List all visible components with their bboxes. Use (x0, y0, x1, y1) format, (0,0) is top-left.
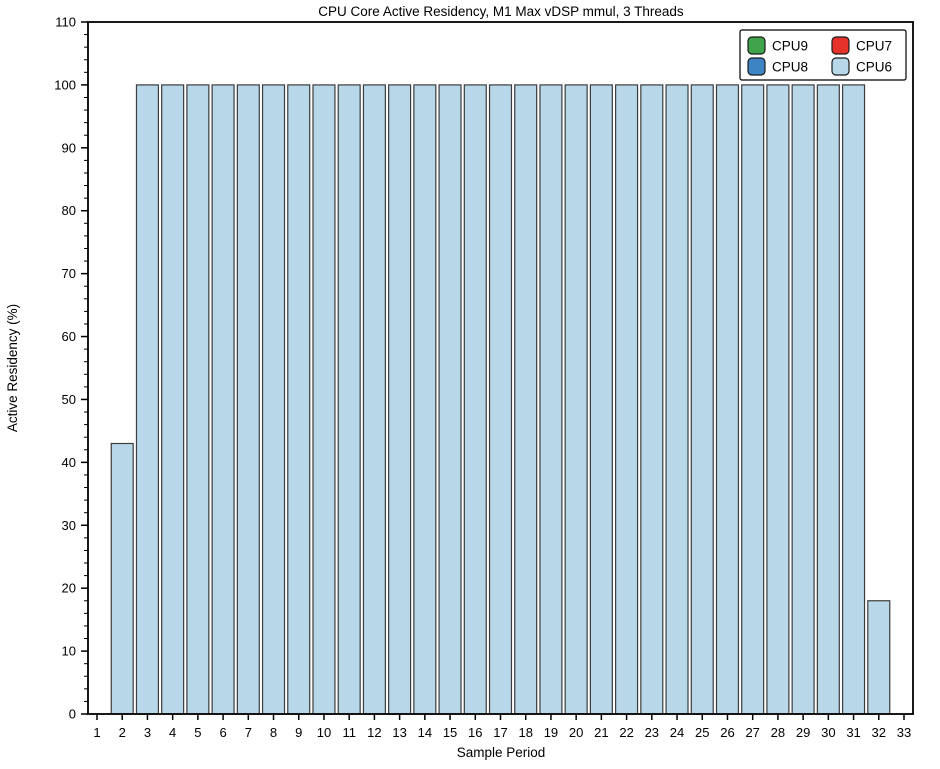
legend-box (739, 29, 907, 81)
bar-cpu6-sample-8 (261, 84, 286, 715)
x-tick-label: 26 (720, 725, 734, 740)
x-tick-label: 5 (194, 725, 201, 740)
x-tick-label: 20 (569, 725, 583, 740)
y-tick-label: 60 (62, 329, 76, 344)
legend-label-cpu8: CPU8 (772, 60, 808, 75)
y-tick-label: 100 (54, 77, 76, 92)
bar-cpu6-sample-30 (816, 84, 840, 715)
bar-cpu6-sample-3 (135, 84, 160, 715)
bar-cpu6-sample-6 (211, 84, 235, 715)
x-tick-label: 14 (418, 725, 432, 740)
y-tick-label: 40 (62, 455, 76, 470)
legend-label-cpu7: CPU7 (856, 39, 892, 54)
x-tick-label: 28 (771, 725, 785, 740)
legend-swatch-cpu7 (831, 36, 850, 55)
x-tick-label: 31 (846, 725, 860, 740)
bar-cpu6-sample-20 (564, 84, 588, 715)
x-tick-label: 22 (619, 725, 633, 740)
bar-cpu6-sample-5 (186, 84, 210, 715)
bar-cpu6-sample-12 (362, 84, 386, 715)
x-tick-label: 11 (342, 725, 356, 740)
y-axis-label: Active Residency (%) (5, 304, 20, 432)
bar-cpu6-sample-28 (766, 84, 790, 715)
bar-cpu6-sample-4 (161, 84, 185, 715)
bar-cpu6-sample-17 (488, 84, 513, 715)
bar-cpu6-sample-27 (741, 84, 765, 715)
bar-cpu6-sample-10 (312, 84, 336, 715)
x-axis-label: Sample Period (457, 745, 546, 760)
bar-cpu6-sample-2 (110, 442, 134, 715)
y-tick-label: 10 (62, 644, 76, 659)
bar-cpu6-sample-13 (388, 84, 412, 715)
legend-swatch-cpu9 (747, 36, 766, 55)
bars-layer (110, 84, 891, 715)
x-tick-label: 1 (93, 725, 100, 740)
x-tick-label: 30 (821, 725, 835, 740)
legend-label-cpu6: CPU6 (856, 60, 892, 75)
bar-cpu6-sample-29 (791, 84, 815, 715)
y-tick-label: 90 (62, 140, 76, 155)
x-tick-label: 33 (897, 725, 911, 740)
x-tick-label: 2 (119, 725, 126, 740)
bar-cpu6-sample-18 (514, 84, 538, 715)
x-tick-label: 17 (493, 725, 507, 740)
x-tick-label: 3 (144, 725, 151, 740)
y-tick-label: 20 (62, 581, 76, 596)
bar-cpu6-sample-19 (539, 84, 563, 715)
bar-cpu6-sample-26 (715, 84, 740, 715)
x-tick-label: 19 (544, 725, 558, 740)
y-tick-label: 80 (62, 203, 76, 218)
x-tick-label: 7 (245, 725, 252, 740)
bar-cpu6-sample-11 (337, 84, 361, 715)
x-tick-label: 18 (518, 725, 532, 740)
bar-cpu6-sample-7 (236, 84, 260, 715)
bar-cpu6-sample-32 (867, 600, 891, 715)
y-tick-label: 30 (62, 518, 76, 533)
bar-cpu6-sample-24 (665, 84, 689, 715)
legend-swatch-cpu8 (747, 57, 766, 76)
x-tick-label: 13 (392, 725, 406, 740)
bar-cpu6-sample-23 (640, 84, 664, 715)
x-tick-label: 15 (443, 725, 457, 740)
bar-cpu6-sample-31 (841, 84, 866, 715)
x-tick-label: 32 (872, 725, 886, 740)
bar-cpu6-sample-16 (463, 84, 487, 715)
legend-label-cpu9: CPU9 (772, 39, 808, 54)
x-tick-label: 21 (594, 725, 608, 740)
y-tick-label: 110 (55, 15, 76, 30)
bar-cpu6-sample-22 (615, 84, 639, 715)
legend-swatch-cpu6 (831, 57, 850, 76)
x-tick-label: 16 (468, 725, 482, 740)
y-tick-label: 70 (62, 266, 76, 281)
y-tick-label: 50 (62, 392, 76, 407)
legend: CPU9 CPU7 CPU8 CPU6 (739, 29, 907, 81)
x-tick-label: 4 (169, 725, 176, 740)
bar-cpu6-sample-15 (438, 84, 462, 715)
chart-title: CPU Core Active Residency, M1 Max vDSP m… (318, 4, 684, 19)
x-tick-label: 24 (670, 725, 684, 740)
y-tick-label: 0 (69, 707, 76, 722)
x-tick-label: 8 (270, 725, 277, 740)
bar-cpu6-sample-25 (690, 84, 714, 715)
x-tick-label: 25 (695, 725, 709, 740)
bar-cpu6-sample-14 (413, 84, 437, 715)
x-tick-label: 6 (219, 725, 226, 740)
x-tick-label: 29 (796, 725, 810, 740)
x-tick-label: 12 (367, 725, 381, 740)
x-tick-label: 27 (745, 725, 759, 740)
x-tick-label: 9 (295, 725, 302, 740)
x-tick-label: 10 (317, 725, 331, 740)
x-tick-label: 23 (645, 725, 659, 740)
bar-cpu6-sample-9 (287, 84, 311, 715)
bar-cpu6-sample-21 (589, 84, 613, 715)
